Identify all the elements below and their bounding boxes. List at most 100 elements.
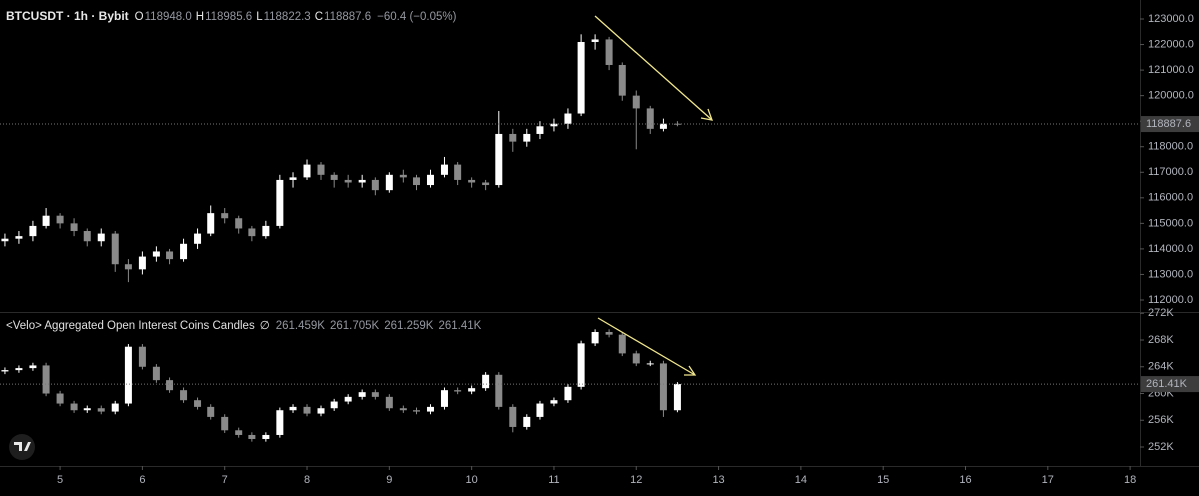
- candle-body: [358, 392, 366, 397]
- candle-body: [577, 343, 585, 387]
- candle-body: [56, 215, 64, 224]
- candle-body: [399, 174, 407, 178]
- candle-body: [221, 213, 229, 219]
- y-tick-label: 115000.0: [1148, 217, 1193, 229]
- y-tick-label: 117000.0: [1148, 166, 1193, 178]
- candle-body: [358, 179, 366, 183]
- candle-body: [440, 164, 448, 175]
- x-tick-label: 7: [222, 474, 228, 486]
- candle-body: [262, 434, 270, 439]
- candle-body: [646, 108, 654, 129]
- candle-body: [344, 396, 352, 402]
- x-tick-label: 5: [57, 474, 63, 486]
- candle-body: [371, 179, 379, 191]
- candle-body: [152, 251, 160, 257]
- x-tick-label: 15: [877, 474, 889, 486]
- candle-body: [564, 113, 572, 124]
- candle-body: [194, 233, 202, 244]
- candle-body: [194, 400, 202, 407]
- candle-body: [618, 334, 626, 354]
- candle-body: [303, 164, 311, 178]
- candle-body: [83, 408, 91, 411]
- last-price-box: [1141, 376, 1199, 393]
- candle-body: [509, 133, 517, 142]
- y-tick-label: 252K: [1148, 441, 1174, 453]
- candle-body: [646, 363, 654, 365]
- candle-body: [509, 406, 517, 427]
- ohlc-key: H: [196, 11, 204, 23]
- candle-body: [166, 251, 174, 260]
- ohlc-value: 118887.6: [324, 11, 371, 23]
- change-value: −60.4 (−0.05%): [377, 11, 456, 23]
- y-tick-label: 272K: [1148, 307, 1174, 319]
- candle-body: [468, 388, 476, 392]
- candle-body: [550, 400, 558, 404]
- candle-body: [317, 164, 325, 175]
- last-price-box: [1141, 116, 1199, 133]
- candle-body: [440, 390, 448, 407]
- candle-body: [482, 182, 490, 186]
- candle-body: [659, 363, 667, 411]
- y-tick-label: 120000.0: [1148, 90, 1194, 102]
- candle-body: [536, 126, 544, 134]
- candle-body: [618, 64, 626, 96]
- candle-body: [385, 174, 393, 191]
- candle-body: [248, 228, 256, 237]
- oi-header: <Velo> Aggregated Open Interest Coins Ca…: [6, 320, 482, 332]
- x-tick-label: 16: [959, 474, 971, 486]
- last-price-label: 261.41K: [1146, 378, 1188, 390]
- candle-body: [495, 133, 503, 186]
- candle-body: [523, 133, 531, 142]
- candle-body: [605, 39, 613, 65]
- y-tick-label: 123000.0: [1148, 13, 1194, 25]
- candle-body: [70, 403, 78, 411]
- candle-body: [536, 403, 544, 417]
- indicator-symbol: ∅: [260, 320, 270, 332]
- candle-body: [371, 392, 379, 397]
- candle-body: [289, 177, 297, 180]
- x-tick-label: 6: [139, 474, 145, 486]
- trend-arrow: [594, 15, 713, 121]
- candle-body: [385, 396, 393, 409]
- y-tick-label: 268K: [1148, 334, 1174, 346]
- candle-body: [248, 434, 256, 439]
- y-tick-label: 121000.0: [1148, 64, 1194, 76]
- x-tick-label: 12: [630, 474, 642, 486]
- candle-body: [207, 406, 215, 417]
- y-tick-label: 114000.0: [1148, 243, 1193, 255]
- candle-body: [138, 256, 146, 270]
- plot-layer: 112000.0 113000.0 114000.0 115000.0 116000.0…: [0, 13, 1199, 486]
- indicator-value: 261.459K: [276, 320, 326, 332]
- ohlc-key: O: [135, 11, 144, 23]
- candle-body: [591, 39, 599, 42]
- candle-body: [659, 123, 667, 129]
- candle-body: [495, 374, 503, 407]
- ohlc-value: 118948.0: [145, 11, 192, 23]
- trend-arrow: [597, 317, 696, 376]
- candle-body: [29, 365, 37, 369]
- candle-body: [303, 406, 311, 414]
- candle-body: [330, 174, 338, 180]
- candle-body: [97, 233, 105, 242]
- candle-body: [577, 41, 585, 114]
- y-tick-label: 118000.0: [1148, 141, 1193, 153]
- candle-body: [138, 346, 146, 367]
- x-tick-label: 17: [1042, 474, 1054, 486]
- candle-body: [221, 416, 229, 431]
- x-tick-label: 8: [304, 474, 310, 486]
- y-tick-label: 256K: [1148, 414, 1174, 426]
- ohlc-value: 118985.6: [205, 11, 252, 23]
- y-tick-label: 116000.0: [1148, 192, 1193, 204]
- candle-body: [344, 179, 352, 183]
- candle-body: [317, 408, 325, 414]
- indicator-value: 261.41K: [438, 320, 481, 332]
- candle-body: [83, 231, 91, 242]
- candle-body: [426, 174, 434, 186]
- ohlc-key: L: [256, 11, 263, 23]
- candle-body: [412, 177, 420, 186]
- candle-body: [632, 353, 640, 364]
- candle-body: [1, 238, 9, 242]
- candle-body: [564, 386, 572, 401]
- x-tick-label: 18: [1124, 474, 1136, 486]
